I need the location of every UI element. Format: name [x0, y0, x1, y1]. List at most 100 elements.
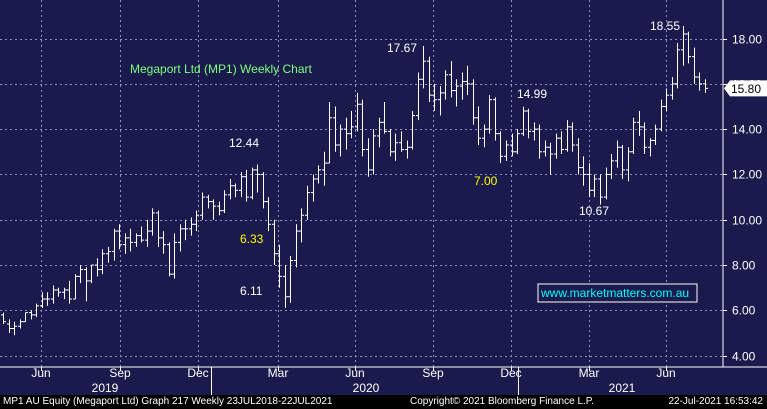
- ohlc-bar: [548, 142, 553, 175]
- x-month-label: Dec: [500, 366, 521, 380]
- ohlc-bar: [277, 244, 282, 288]
- ohlc-bar: [18, 319, 23, 329]
- y-tick-label: 18.00: [732, 33, 762, 47]
- ohlc-bar: [675, 43, 680, 89]
- ohlc-bar: [206, 194, 211, 209]
- ohlc-bar: [670, 77, 675, 100]
- x-month-label: Mar: [579, 366, 600, 380]
- ohlc-bar: [333, 106, 338, 152]
- ohlc-bar: [703, 79, 708, 93]
- ohlc-bar: [255, 164, 260, 193]
- annotation-high-12-44: 12.44: [229, 136, 259, 150]
- ohlc-bar: [416, 72, 421, 121]
- annotation-high-17-67: 17.67: [387, 41, 417, 55]
- ohlc-bar: [294, 224, 299, 268]
- ohlc-bar: [250, 167, 255, 200]
- ohlc-bar: [222, 190, 227, 213]
- ohlc-bar: [62, 287, 67, 300]
- ohlc-bar: [45, 292, 50, 306]
- ohlc-bar: [139, 226, 144, 243]
- ohlc-bar: [23, 312, 28, 323]
- ohlc-bar: [637, 111, 642, 136]
- ohlc-bar: [515, 129, 520, 155]
- ohlc-bar: [239, 172, 244, 198]
- price-bars: [1, 26, 708, 336]
- ohlc-bar: [194, 210, 199, 232]
- ohlc-bar: [598, 174, 603, 205]
- ohlc-bar: [172, 233, 177, 279]
- y-tick-label: 14.00: [732, 123, 762, 137]
- ohlc-bar: [316, 165, 321, 184]
- y-tick-label: 4.00: [732, 350, 756, 364]
- ohlc-bar: [228, 178, 233, 200]
- ohlc-bar: [89, 264, 94, 284]
- ohlc-bar: [123, 233, 128, 254]
- ohlc-bar: [338, 124, 343, 157]
- ohlc-bar: [299, 208, 304, 243]
- ohlc-bar: [73, 274, 78, 300]
- plot-area: [0, 0, 723, 367]
- ohlc-bar: [587, 163, 592, 198]
- ohlc-bar: [100, 249, 105, 275]
- ohlc-bar: [659, 99, 664, 132]
- watermark-frame: [537, 283, 698, 303]
- x-year-label: 2021: [609, 381, 636, 395]
- ohlc-bar: [167, 242, 172, 277]
- x-month-label: Sep: [109, 366, 131, 380]
- ohlc-bar: [498, 131, 503, 164]
- ohlc-bar: [360, 99, 365, 157]
- ohlc-bar: [604, 167, 609, 200]
- ohlc-bar: [664, 88, 669, 112]
- ohlc-bar: [283, 265, 288, 308]
- ohlc-bar: [95, 258, 100, 277]
- watermark-link[interactable]: www.marketmatters.com.au: [540, 286, 689, 300]
- ohlc-bar: [565, 120, 570, 152]
- ohlc-bar: [692, 47, 697, 84]
- ohlc-bar: [1, 312, 6, 324]
- ohlc-bar: [427, 56, 432, 102]
- ohlc-bar: [697, 72, 702, 91]
- ohlc-bar: [504, 140, 509, 161]
- ohlc-bar: [200, 192, 205, 220]
- ohlc-bar: [410, 111, 415, 150]
- x-year-label: 2019: [92, 381, 119, 395]
- ohlc-bar: [7, 319, 12, 334]
- ohlc-bar: [537, 124, 542, 159]
- ohlc-bar: [532, 122, 537, 141]
- ohlc-bar: [482, 124, 487, 148]
- ohlc-bar: [631, 117, 636, 155]
- ohlc-bar: [405, 140, 410, 159]
- ohlc-bar: [471, 79, 476, 125]
- ohlc-bar: [620, 144, 625, 179]
- ohlc-bar: [421, 45, 426, 89]
- ohlc-bar: [653, 124, 658, 145]
- ohlc-bar: [465, 65, 470, 96]
- ohlc-bar: [344, 117, 349, 150]
- x-month-label: Jun: [31, 366, 50, 380]
- ohlc-bar: [189, 217, 194, 236]
- x-month-label: Sep: [422, 366, 444, 380]
- ohlc-bar: [570, 122, 575, 152]
- last-price-marker: 15.80: [724, 80, 767, 97]
- ohlc-bar: [349, 111, 354, 139]
- ohlc-bar: [161, 231, 166, 254]
- watermark-box[interactable]: www.marketmatters.com.au: [537, 283, 698, 303]
- x-month-label: Dec: [187, 366, 208, 380]
- last-price-label: 15.80: [731, 82, 761, 96]
- ohlc-bar: [543, 140, 548, 157]
- ohlc-bar: [272, 219, 277, 266]
- ohlc-bar: [233, 183, 238, 198]
- ohlc-bar: [327, 101, 332, 164]
- ohlc-bar: [581, 156, 586, 186]
- ohlc-bar: [609, 154, 614, 179]
- ohlc-bar: [377, 117, 382, 148]
- x-month-label: Jun: [656, 366, 675, 380]
- footer-timestamp: 22-Jul-2021 16:53:42: [668, 396, 763, 407]
- y-tick-label: 8.00: [732, 259, 756, 273]
- chart-title: Megaport Ltd (MP1) Weekly Chart: [130, 62, 313, 76]
- ohlc-bar: [576, 138, 581, 175]
- ohlc-bar: [615, 140, 620, 168]
- annotation-high-18-55: 18.55: [650, 19, 680, 33]
- ohlc-bar: [493, 97, 498, 141]
- ohlc-bar: [106, 246, 111, 263]
